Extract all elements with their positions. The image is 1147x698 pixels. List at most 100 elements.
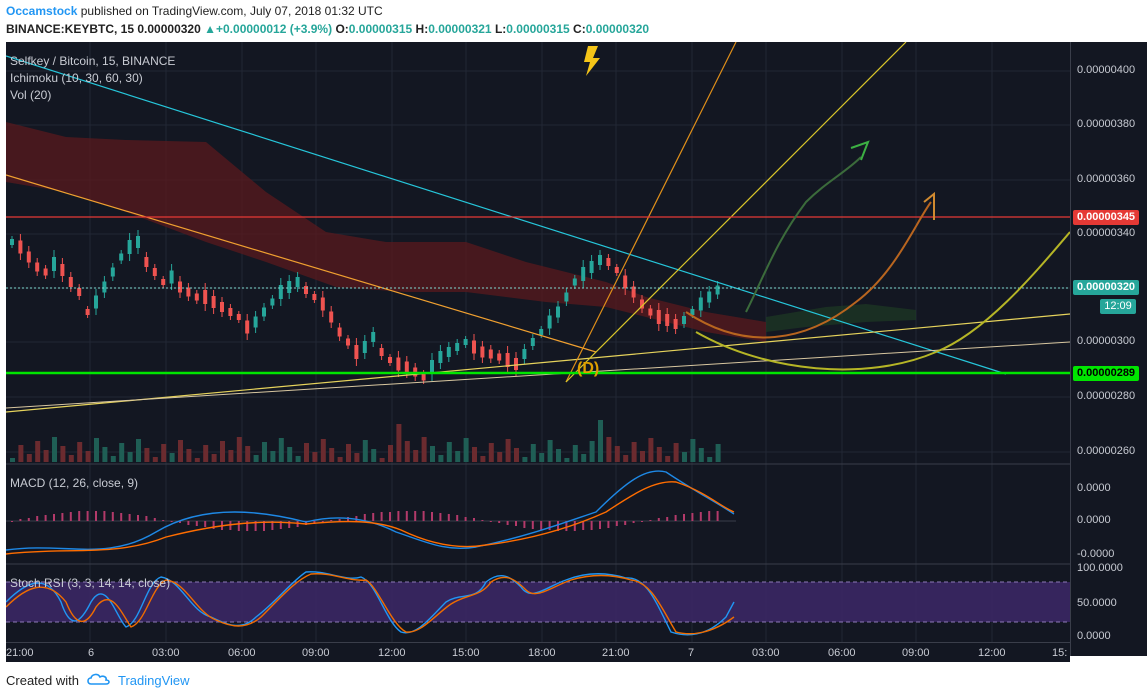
macd-hist-bar	[405, 511, 408, 521]
macd-legend[interactable]: MACD (12, 26, close, 9)	[10, 476, 139, 490]
candle-body	[354, 345, 359, 359]
candle-body	[589, 261, 594, 273]
candle-body	[152, 268, 157, 276]
time-tick: 09:00	[302, 647, 330, 659]
volume-bar	[665, 456, 671, 462]
macd-hist-bar	[498, 521, 501, 523]
volume-bar	[354, 453, 360, 462]
volume-bar	[52, 437, 57, 462]
macd-hist-bar	[683, 514, 685, 521]
candle-body	[253, 316, 258, 328]
high-value: 0.00000321	[428, 22, 492, 36]
created-with-label: Created with	[6, 673, 79, 688]
candle-body	[228, 308, 233, 316]
macd-hist-bar	[195, 521, 198, 526]
ichimoku-cloud	[6, 122, 766, 342]
macd-hist-bar	[632, 521, 635, 523]
candle-body	[278, 285, 283, 299]
volume-bar	[77, 442, 83, 462]
time-tick: 18:00	[528, 647, 556, 659]
macd-hist-bar	[447, 514, 450, 521]
macd-hist-bar	[313, 521, 316, 524]
candle-body	[614, 267, 619, 273]
candle-body	[547, 315, 552, 329]
candlesticks	[10, 230, 720, 384]
macd-hist-bar	[607, 521, 610, 528]
macd-hist-bar	[61, 513, 64, 521]
candle-body	[178, 281, 182, 293]
author-link[interactable]: Occamstock	[6, 4, 78, 18]
last-price: 0.00000320	[137, 22, 201, 36]
macd-hist-bar	[355, 516, 358, 521]
candle-body	[404, 361, 409, 373]
candle-body	[698, 297, 703, 311]
candle-body	[690, 309, 695, 315]
macd-hist-bar	[153, 518, 156, 521]
volume-bar	[346, 444, 351, 462]
volume-bar	[94, 438, 99, 462]
candle-body	[26, 251, 31, 263]
candle-body	[43, 268, 48, 276]
candle-body	[581, 267, 586, 281]
candle-body	[396, 357, 401, 371]
price-axis[interactable]: 0.00000400 0.00000380 0.00000360 0.00000…	[1070, 42, 1147, 656]
macd-hist-bar	[69, 512, 72, 521]
volume-bar	[35, 441, 41, 462]
macd-hist-bar	[389, 512, 391, 521]
macd-hist-bar	[641, 521, 643, 522]
volume-bar	[18, 445, 24, 462]
macd-hist-bar	[330, 520, 333, 521]
open-value: 0.00000315	[348, 22, 413, 36]
volume-legend[interactable]: Vol (20)	[10, 88, 52, 102]
tradingview-link[interactable]: TradingView	[118, 673, 190, 688]
candle-body	[682, 316, 686, 324]
volume-bar	[119, 443, 125, 462]
volume-bar	[304, 443, 309, 462]
candle-body	[337, 327, 342, 337]
candle-body	[539, 329, 544, 335]
macd-hist-bar	[246, 521, 249, 531]
macd-hist-bar	[691, 513, 694, 521]
candle-body	[144, 257, 149, 267]
stoch-tick: 100.0000	[1077, 562, 1123, 574]
candle-body	[598, 255, 602, 265]
low-value: 0.00000315	[506, 22, 570, 36]
volume-bar	[715, 444, 721, 462]
ichimoku-legend[interactable]: Ichimoku (10, 30, 60, 30)	[10, 71, 143, 85]
candle-body	[220, 302, 224, 312]
time-tick: 21:00	[6, 647, 34, 659]
time-axis[interactable]: 21:00 6 03:00 06:00 09:00 12:00 15:00 18…	[6, 642, 1070, 662]
candle-body	[472, 340, 476, 354]
macd-hist-bar	[120, 513, 123, 521]
publish-info: published on TradingView.com, July 07, 2…	[80, 4, 383, 18]
macd-hist-bar	[624, 521, 627, 525]
macd-hist-bar	[515, 521, 517, 526]
volume-bar	[488, 443, 494, 462]
candle-body	[94, 295, 98, 309]
candle-body	[102, 281, 107, 293]
footer: Created with TradingView	[0, 662, 1147, 698]
candle-body	[362, 341, 367, 353]
volume-bar	[169, 453, 175, 462]
volume-bar	[388, 445, 393, 462]
publish-line: Occamstock published on TradingView.com,…	[6, 4, 383, 18]
macd-hist-bar	[456, 515, 459, 521]
macd-hist-bar	[473, 518, 475, 521]
volume-bar	[43, 450, 49, 462]
candle-body	[287, 281, 292, 293]
macd-hist-bar	[237, 521, 240, 531]
candle-body	[446, 347, 451, 357]
macd-histogram	[11, 511, 719, 531]
volume-bar	[589, 441, 595, 462]
yellow-support-line	[6, 313, 1070, 413]
stoch-legend[interactable]: Stoch RSI (3, 3, 14, 14, close)	[10, 576, 171, 590]
candle-body	[514, 358, 518, 370]
macd-hist-bar	[78, 511, 81, 521]
chart-area[interactable]: Selfkey / Bitcoin, 15, BINANCE Ichimoku …	[6, 42, 1070, 656]
volume-bar	[211, 454, 217, 462]
macd-hist-bar	[86, 511, 89, 521]
candle-body	[505, 353, 510, 367]
macd-hist-bar	[464, 517, 467, 521]
volume-bar	[598, 420, 603, 462]
macd-hist-bar	[540, 521, 543, 530]
